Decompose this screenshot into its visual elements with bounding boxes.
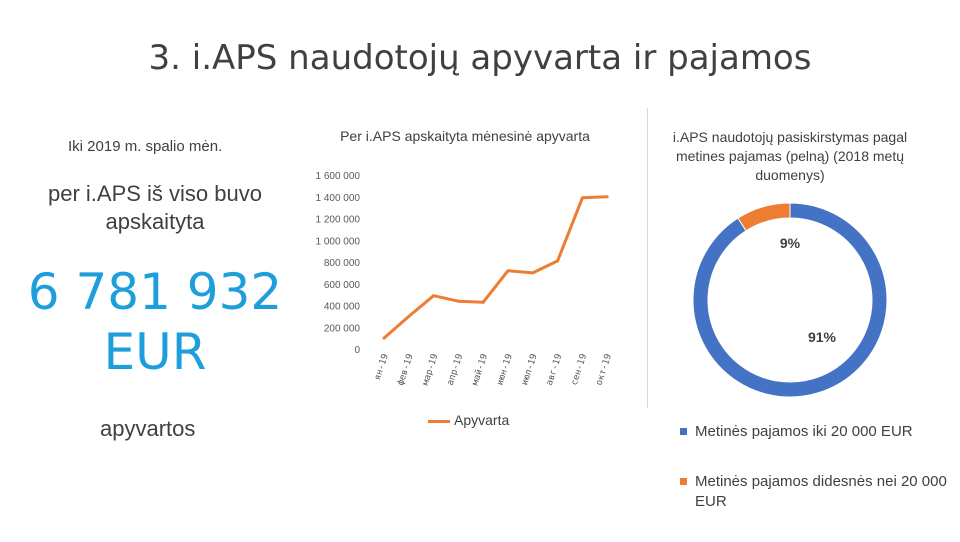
donut-chart: 9% 91% bbox=[692, 202, 888, 398]
x-tick-label: мар-19 bbox=[421, 353, 441, 387]
x-tick-label: фев-19 bbox=[396, 353, 416, 387]
donut-chart-title: i.APS naudotojų pasiskirstymas pagal met… bbox=[672, 129, 908, 183]
y-tick-label: 200 000 bbox=[324, 323, 361, 334]
y-tick-label: 1 200 000 bbox=[316, 215, 361, 226]
legend-line-swatch bbox=[428, 419, 450, 423]
x-tick-label: сен-19 bbox=[570, 353, 590, 387]
y-tick-label: 600 000 bbox=[324, 280, 361, 291]
data-label-orange: 9% bbox=[780, 235, 801, 251]
x-tick-label: май-19 bbox=[470, 353, 490, 387]
section-divider bbox=[647, 108, 648, 408]
y-tick-label: 400 000 bbox=[324, 302, 361, 313]
legend-swatch-blue bbox=[680, 428, 687, 435]
y-tick-label: 1 600 000 bbox=[316, 171, 361, 182]
series-point bbox=[531, 271, 535, 275]
total-footer: apyvartos bbox=[100, 416, 196, 441]
x-tick-label: ян-19 bbox=[373, 353, 391, 382]
line-chart: 0 200 000 400 000 600 000 800 000 1 000 000 1 … bbox=[316, 171, 615, 387]
series-point bbox=[556, 259, 560, 263]
legend-swatch-orange bbox=[680, 478, 687, 485]
donut-legend-label: Metinės pajamos iki 20 000 EUR bbox=[695, 423, 913, 440]
series-point bbox=[580, 196, 584, 200]
y-tick-label: 0 bbox=[354, 345, 360, 356]
y-tick-label: 1 400 000 bbox=[316, 193, 361, 204]
total-description: per i.APS iš viso buvo apskaityta bbox=[48, 181, 262, 234]
series-point bbox=[605, 195, 609, 199]
series-point bbox=[456, 299, 460, 303]
donut-legend: Metinės pajamos iki 20 000 EUR Metinės p… bbox=[680, 422, 950, 542]
x-tick-label: июн-19 bbox=[495, 353, 515, 387]
line-chart-legend: Apyvarta bbox=[428, 412, 509, 428]
series-point bbox=[382, 336, 386, 340]
donut-legend-item: Metinės pajamos iki 20 000 EUR bbox=[680, 422, 950, 442]
series-point bbox=[506, 269, 510, 273]
x-tick-label: июл-19 bbox=[520, 353, 540, 387]
series-point bbox=[407, 314, 411, 318]
line-chart-title: Per i.APS apskaityta mėnesinė apyvarta bbox=[340, 128, 590, 144]
donut-legend-item: Metinės pajamos didesnės nei 20 000 EUR bbox=[680, 472, 950, 512]
series-point bbox=[432, 294, 436, 298]
series-point bbox=[481, 300, 485, 304]
period-note: Iki 2019 m. spalio mėn. bbox=[68, 138, 223, 155]
y-tick-label: 800 000 bbox=[324, 258, 361, 269]
x-tick-label: апр-19 bbox=[446, 353, 466, 387]
x-tick-label: авг-19 bbox=[545, 353, 565, 387]
donut-slice-over-20000 bbox=[737, 202, 791, 232]
x-tick-label: окт-19 bbox=[594, 353, 614, 387]
donut-legend-label: Metinės pajamos didesnės nei 20 000 EUR bbox=[695, 473, 947, 510]
series-line-apyvarta bbox=[383, 195, 608, 340]
donut-slice-up-to-20000 bbox=[692, 202, 888, 398]
total-turnover: 6 781 932 EUR bbox=[27, 263, 283, 381]
y-tick-label: 1 000 000 bbox=[316, 236, 361, 247]
slide-title: 3. i.APS naudotojų apyvarta ir pajamos bbox=[148, 38, 812, 78]
legend-series-name: Apyvarta bbox=[454, 412, 510, 428]
data-label-blue: 91% bbox=[808, 329, 837, 345]
